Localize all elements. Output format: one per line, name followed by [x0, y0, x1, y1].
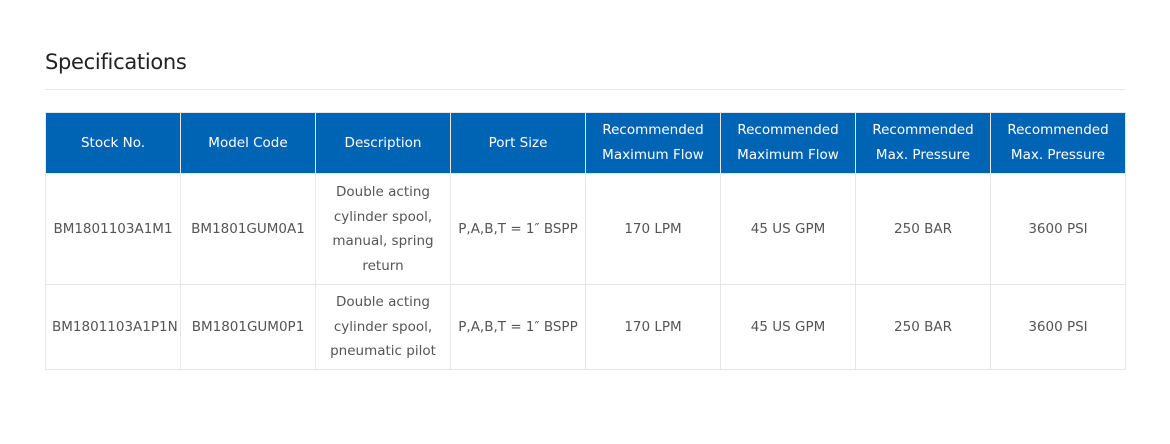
cell-description: Double acting cylinder spool, manual, sp… [315, 173, 451, 285]
cell-max-pressure-bar: 250 BAR [855, 284, 991, 370]
cell-model-code: BM1801GUM0P1 [180, 284, 316, 370]
divider [45, 89, 1125, 90]
cell-max-pressure-psi: 3600 PSI [990, 284, 1126, 370]
header-model-code: Model Code [180, 112, 316, 174]
cell-description: Double acting cylinder spool, pneumatic … [315, 284, 451, 370]
header-max-pressure-psi: Recommended Max. Pressure [990, 112, 1126, 174]
table-row: BM1801103A1M1 BM1801GUM0A1 Double acting… [45, 173, 1126, 285]
cell-stock-no: BM1801103A1P1N [45, 284, 181, 370]
cell-model-code: BM1801GUM0A1 [180, 173, 316, 285]
cell-stock-no: BM1801103A1M1 [45, 173, 181, 285]
table-row: BM1801103A1P1N BM1801GUM0P1 Double actin… [45, 284, 1126, 370]
header-max-flow-lpm: Recommended Maximum Flow [585, 112, 721, 174]
section-title: Specifications [45, 50, 187, 74]
header-description: Description [315, 112, 451, 174]
cell-max-flow-lpm: 170 LPM [585, 173, 721, 285]
cell-max-flow-lpm: 170 LPM [585, 284, 721, 370]
cell-port-size: P,A,B,T = 1″ BSPP [450, 284, 586, 370]
cell-port-size: P,A,B,T = 1″ BSPP [450, 173, 586, 285]
header-stock-no: Stock No. [45, 112, 181, 174]
cell-max-flow-gpm: 45 US GPM [720, 284, 856, 370]
table-header-row: Stock No. Model Code Description Port Si… [45, 112, 1126, 174]
cell-max-pressure-bar: 250 BAR [855, 173, 991, 285]
header-max-flow-gpm: Recommended Maximum Flow [720, 112, 856, 174]
specifications-table: Stock No. Model Code Description Port Si… [45, 112, 1126, 370]
cell-max-pressure-psi: 3600 PSI [990, 173, 1126, 285]
header-max-pressure-bar: Recommended Max. Pressure [855, 112, 991, 174]
header-port-size: Port Size [450, 112, 586, 174]
cell-max-flow-gpm: 45 US GPM [720, 173, 856, 285]
